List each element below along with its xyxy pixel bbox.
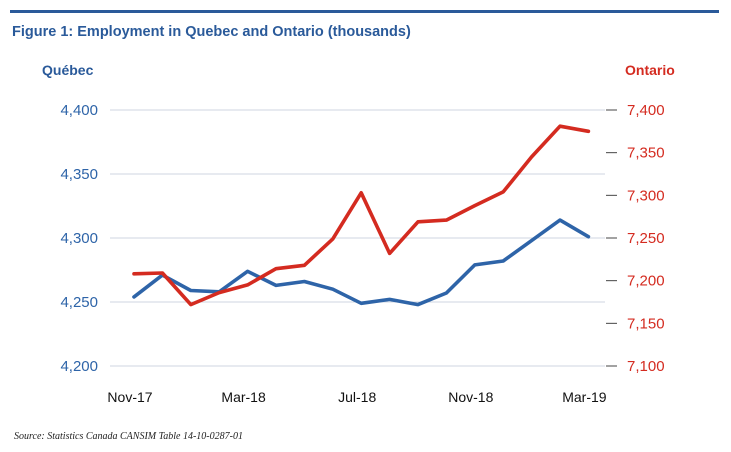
chart-title: Figure 1: Employment in Quebec and Ontar… — [12, 24, 411, 40]
x-tick-label: Nov-18 — [448, 389, 493, 405]
ontario-series-line — [132, 124, 591, 307]
x-tick-label: Mar-19 — [562, 389, 607, 405]
right-tick-label: 7,250 — [627, 230, 665, 247]
left-tick-label: 4,300 — [60, 230, 98, 247]
right-tick-label: 7,400 — [627, 102, 665, 119]
right-tick-label: 7,350 — [627, 145, 665, 162]
left-tick-label: 4,350 — [60, 166, 98, 183]
x-tick-label: Mar-18 — [221, 389, 266, 405]
left-axis-label: Québec — [42, 62, 94, 78]
quebec-series-line — [132, 218, 591, 307]
left-tick-label: 4,400 — [60, 102, 98, 119]
right-tick-label: 7,100 — [627, 358, 665, 375]
right-axis-label: Ontario — [625, 62, 675, 78]
top-rule — [10, 10, 719, 13]
right-tick-label: 7,300 — [627, 187, 665, 204]
x-tick-label: Nov-17 — [107, 389, 152, 405]
left-tick-label: 4,250 — [60, 294, 98, 311]
x-tick-label: Jul-18 — [338, 389, 376, 405]
source-note: Source: Statistics Canada CANSIM Table 1… — [14, 431, 243, 442]
right-tick-label: 7,150 — [627, 315, 665, 332]
right-tick-label: 7,200 — [627, 273, 665, 290]
left-tick-label: 4,200 — [60, 358, 98, 375]
